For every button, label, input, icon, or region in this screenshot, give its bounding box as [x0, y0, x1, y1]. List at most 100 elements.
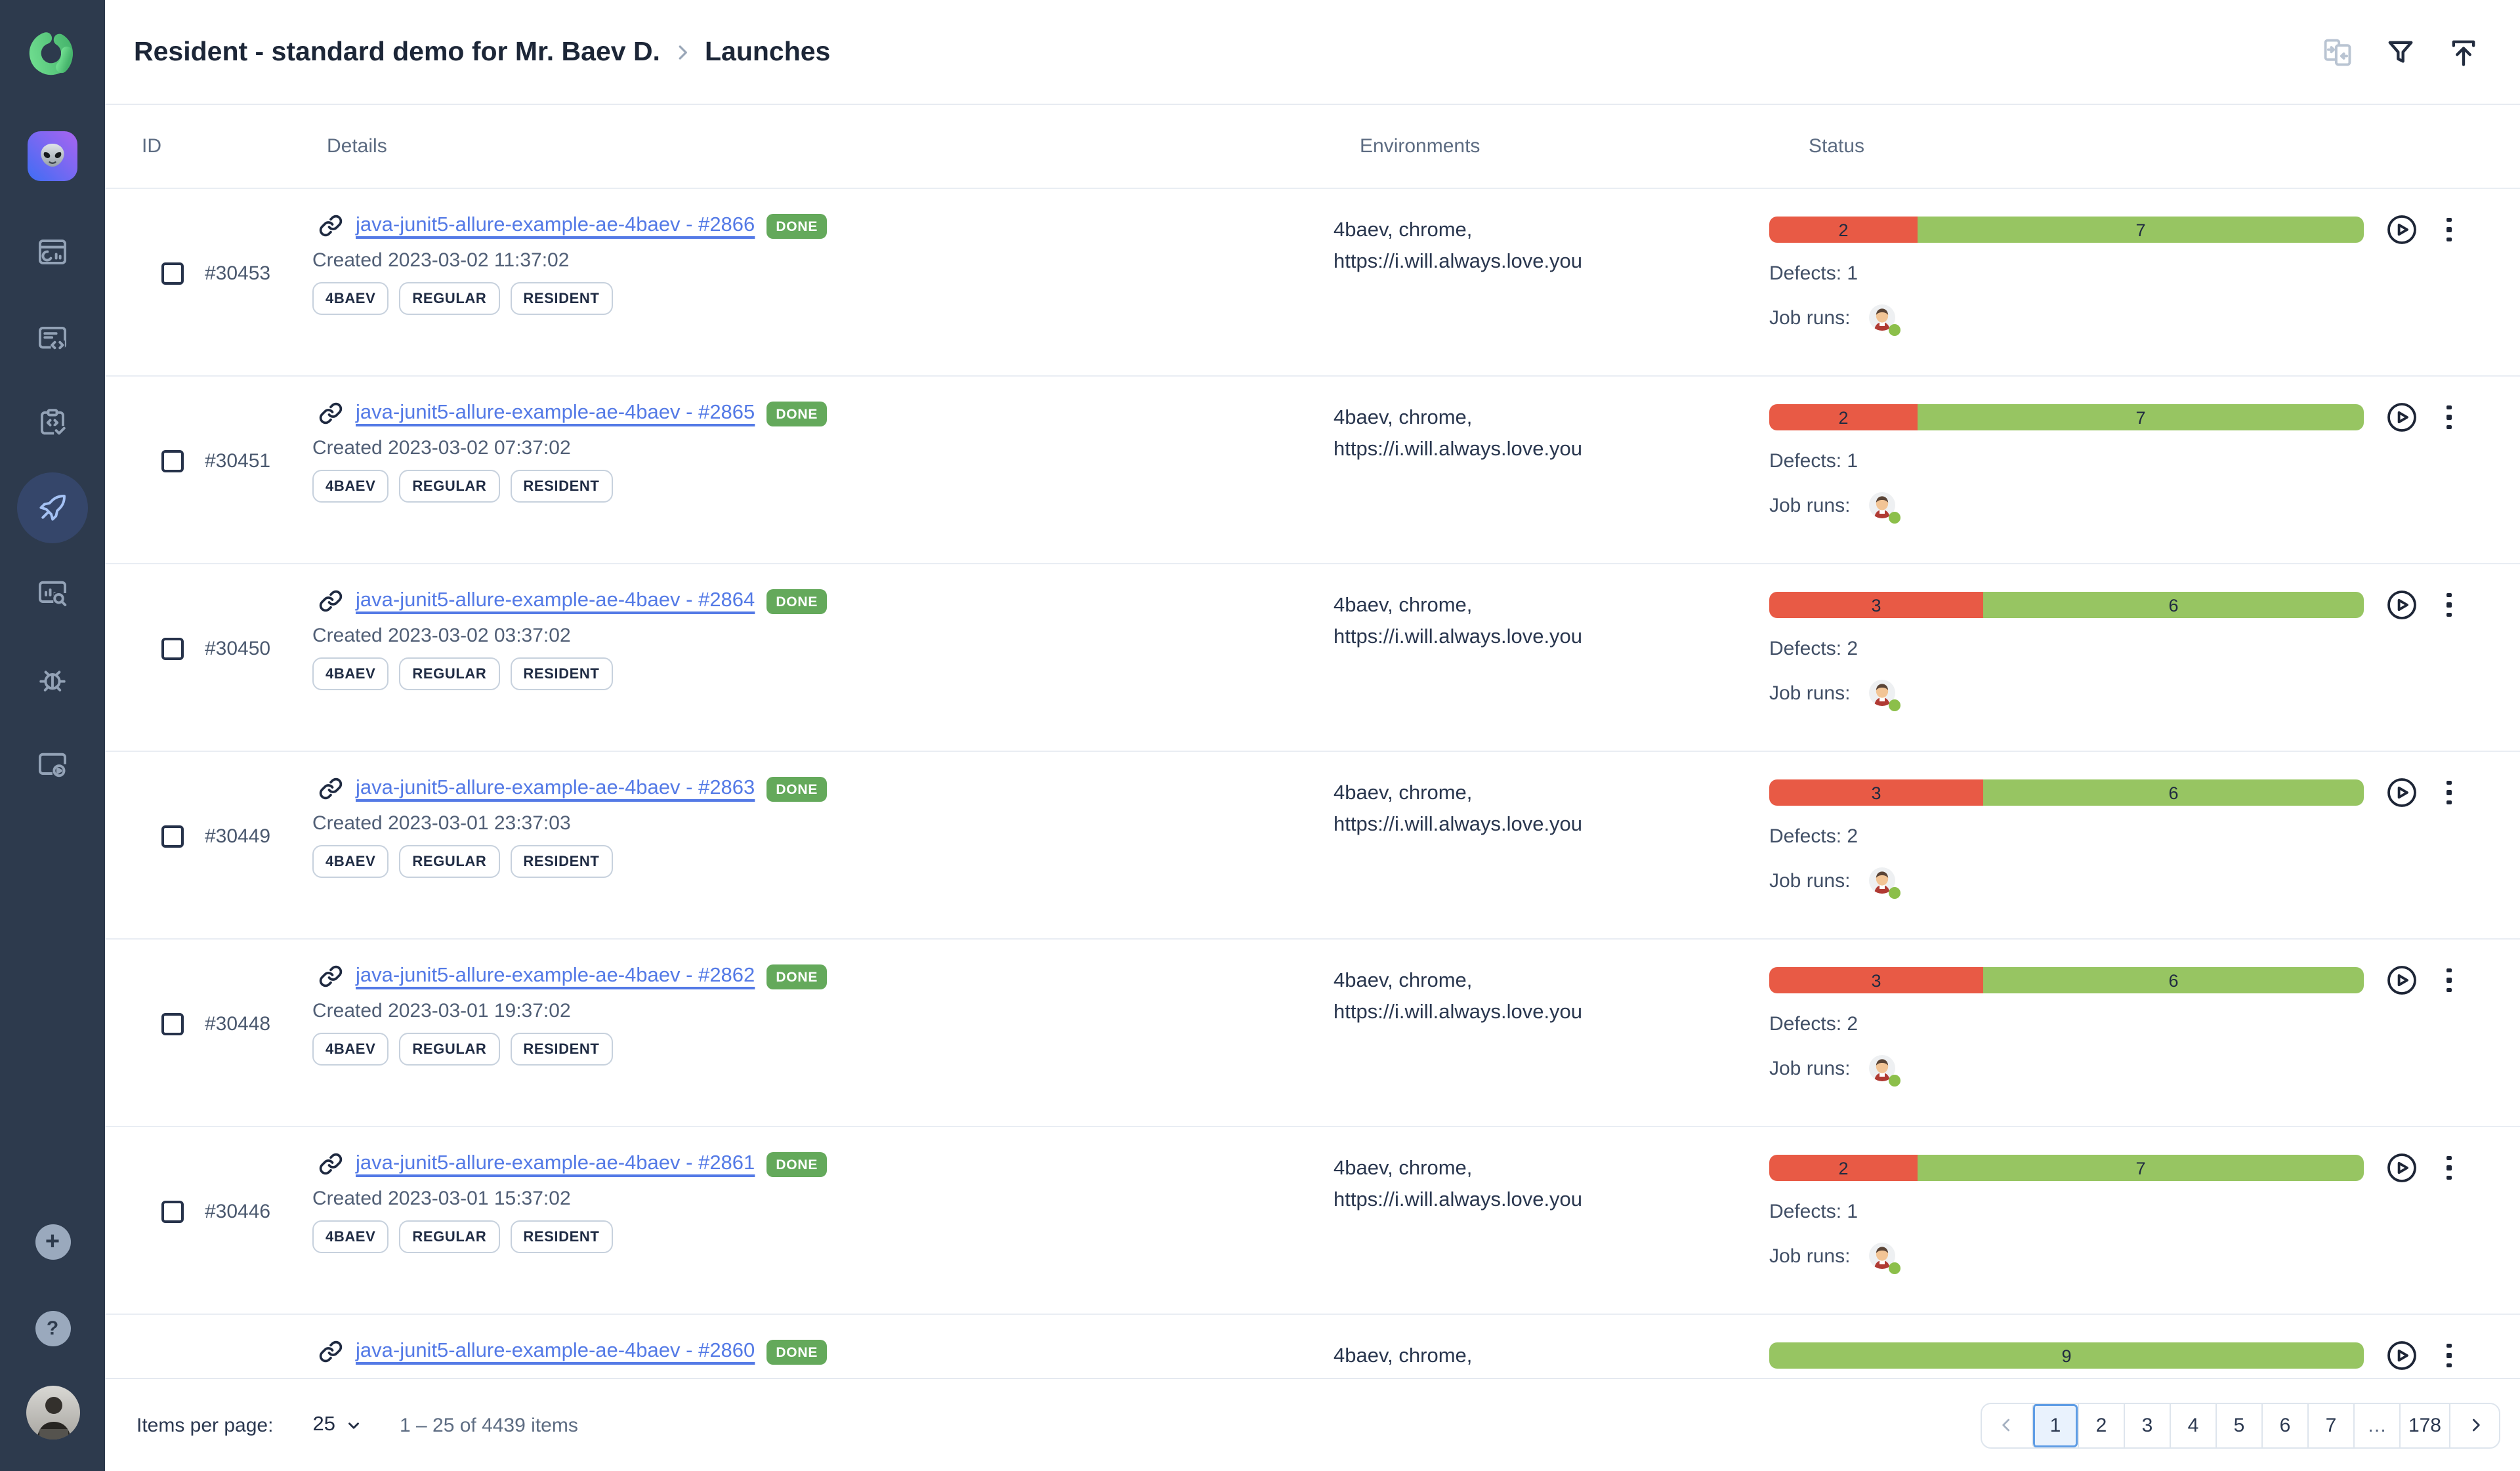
rerun-launch-button[interactable]	[2386, 1152, 2418, 1184]
pagination-page-7[interactable]: 7	[2307, 1403, 2353, 1447]
launch-link[interactable]: java-junit5-allure-example-ae-4baev - #2…	[356, 1340, 755, 1362]
breadcrumb-page: Launches	[704, 36, 831, 66]
pagination-page-2[interactable]: 2	[2077, 1403, 2124, 1447]
launch-environments: 4baev, chrome, https://i.will.always.love…	[1334, 407, 1583, 461]
row-checkbox[interactable]	[161, 262, 184, 285]
launches-table-body: #30453 java-junit5-allure-example-ae-4ba…	[105, 189, 2520, 1378]
jenkins-avatar[interactable]	[1868, 1055, 1900, 1087]
pagination-prev-button[interactable]	[1982, 1403, 2032, 1447]
launch-id: #30448	[205, 1013, 271, 1035]
pagination-page-4[interactable]: 4	[2169, 1403, 2216, 1447]
launch-row: #30449 java-junit5-allure-example-ae-4ba…	[105, 752, 2520, 940]
row-checkbox[interactable]	[161, 450, 184, 472]
status-bar[interactable]: 2 7	[1769, 217, 2364, 243]
status-bar[interactable]: 3 6	[1769, 779, 2364, 806]
pagination-page-3[interactable]: 3	[2123, 1403, 2170, 1447]
status-bar[interactable]: 2 7	[1769, 1155, 2364, 1181]
row-checkbox[interactable]	[161, 638, 184, 660]
jenkins-avatar[interactable]	[1868, 680, 1900, 711]
breadcrumb-project[interactable]: Resident - standard demo for Mr. Baev D.	[134, 36, 660, 66]
launch-link[interactable]: java-junit5-allure-example-ae-4baev - #2…	[356, 964, 755, 987]
launch-tag: RESIDENT	[510, 1033, 613, 1066]
sidebar-item-test-cases[interactable]	[26, 312, 79, 365]
sidebar-item-defects[interactable]	[26, 653, 79, 706]
column-header-id: ID	[142, 135, 161, 157]
sidebar-item-launches[interactable]	[26, 482, 79, 534]
defects-count: Defects: 1	[1769, 262, 1858, 285]
row-checkbox[interactable]	[161, 1201, 184, 1223]
launch-link[interactable]: java-junit5-allure-example-ae-4baev - #2…	[356, 402, 755, 424]
pagination-next-button[interactable]	[2449, 1403, 2499, 1447]
row-checkbox[interactable]	[161, 1013, 184, 1035]
jobs-icon	[38, 753, 67, 778]
status-bar[interactable]: 2 7	[1769, 404, 2364, 430]
row-menu-button[interactable]	[2435, 589, 2464, 621]
status-bar[interactable]: 3 6	[1769, 967, 2364, 993]
main-content: Resident - standard demo for Mr. Baev D.…	[105, 0, 2520, 1471]
pagination-page-178[interactable]: 178	[2399, 1403, 2449, 1447]
failed-segment: 3	[1769, 779, 1983, 806]
jenkins-avatar[interactable]	[1868, 304, 1900, 336]
jenkins-avatar[interactable]	[1868, 1243, 1900, 1274]
pagination-ellipsis: …	[2353, 1403, 2399, 1447]
row-menu-button[interactable]	[2435, 1152, 2464, 1184]
help-button[interactable]: ?	[35, 1311, 70, 1346]
sidebar-item-dashboards[interactable]	[26, 226, 79, 278]
job-status-dot	[1888, 699, 1900, 711]
launch-link[interactable]: java-junit5-allure-example-ae-4baev - #2…	[356, 777, 755, 799]
sidebar-item-analytics[interactable]	[26, 567, 79, 619]
merge-launches-button[interactable]	[2320, 35, 2355, 69]
passed-segment: 6	[1983, 592, 2364, 618]
upload-icon	[2452, 39, 2475, 66]
pagination-bar: Items per page: 25 1 – 25 of 4439 items …	[105, 1378, 2520, 1471]
jenkins-avatar[interactable]	[1868, 867, 1900, 899]
launch-link[interactable]: java-junit5-allure-example-ae-4baev - #2…	[356, 1152, 755, 1174]
sidebar-item-jobs[interactable]	[26, 739, 79, 791]
jenkins-avatar[interactable]	[1868, 492, 1900, 524]
pagination-page-6[interactable]: 6	[2261, 1403, 2307, 1447]
row-menu-button[interactable]	[2435, 402, 2464, 433]
launch-row: #30453 java-junit5-allure-example-ae-4ba…	[105, 189, 2520, 377]
rerun-launch-button[interactable]	[2386, 964, 2418, 996]
launch-environments: 4baev, chrome, https://i.will.always.love…	[1334, 594, 1583, 648]
rerun-launch-button[interactable]	[2386, 214, 2418, 245]
project-avatar[interactable]	[28, 131, 77, 181]
defects-count: Defects: 1	[1769, 1201, 1858, 1223]
status-bar[interactable]: 9	[1769, 1342, 2364, 1369]
items-per-page-select[interactable]: 25	[312, 1413, 363, 1437]
merge-icon	[2324, 38, 2351, 66]
row-menu-button[interactable]	[2435, 777, 2464, 808]
sidebar-item-test-plans[interactable]	[26, 396, 79, 449]
link-icon	[319, 590, 343, 612]
launch-link[interactable]: java-junit5-allure-example-ae-4baev - #2…	[356, 214, 755, 236]
launch-created: Created 2023-03-01 15:37:02	[312, 1188, 571, 1210]
rerun-launch-button[interactable]	[2386, 589, 2418, 621]
launch-tag: 4BAEV	[312, 657, 389, 690]
rerun-launch-button[interactable]	[2386, 777, 2418, 808]
job-status-dot	[1888, 887, 1900, 899]
add-project-button[interactable]: +	[35, 1224, 70, 1260]
upload-launch-button[interactable]	[2446, 35, 2481, 69]
row-checkbox[interactable]	[161, 825, 184, 848]
play-icon	[2387, 403, 2416, 432]
row-menu-button[interactable]	[2435, 214, 2464, 245]
rerun-launch-button[interactable]	[2386, 402, 2418, 433]
job-runs-label: Job runs:	[1769, 494, 1851, 516]
jenkins-icon	[1868, 1055, 1895, 1081]
row-menu-button[interactable]	[2435, 964, 2464, 996]
pagination-page-1[interactable]: 1	[2031, 1403, 2078, 1447]
dashboards-icon	[38, 239, 67, 264]
launch-environments: 4baev, chrome, https://i.will.always.love…	[1334, 219, 1583, 273]
pagination-page-5[interactable]: 5	[2215, 1403, 2261, 1447]
row-menu-button[interactable]	[2435, 1340, 2464, 1371]
filter-button[interactable]	[2384, 35, 2418, 69]
launch-created: Created 2023-03-02 07:37:02	[312, 437, 571, 459]
allure-logo	[25, 25, 80, 80]
status-bar[interactable]: 3 6	[1769, 592, 2364, 618]
user-avatar[interactable]	[26, 1386, 79, 1440]
launch-tag: REGULAR	[399, 1220, 500, 1253]
rerun-launch-button[interactable]	[2386, 1340, 2418, 1371]
launch-tag: RESIDENT	[510, 657, 613, 690]
launch-link[interactable]: java-junit5-allure-example-ae-4baev - #2…	[356, 589, 755, 611]
launch-row: #30446 java-junit5-allure-example-ae-4ba…	[105, 1127, 2520, 1315]
